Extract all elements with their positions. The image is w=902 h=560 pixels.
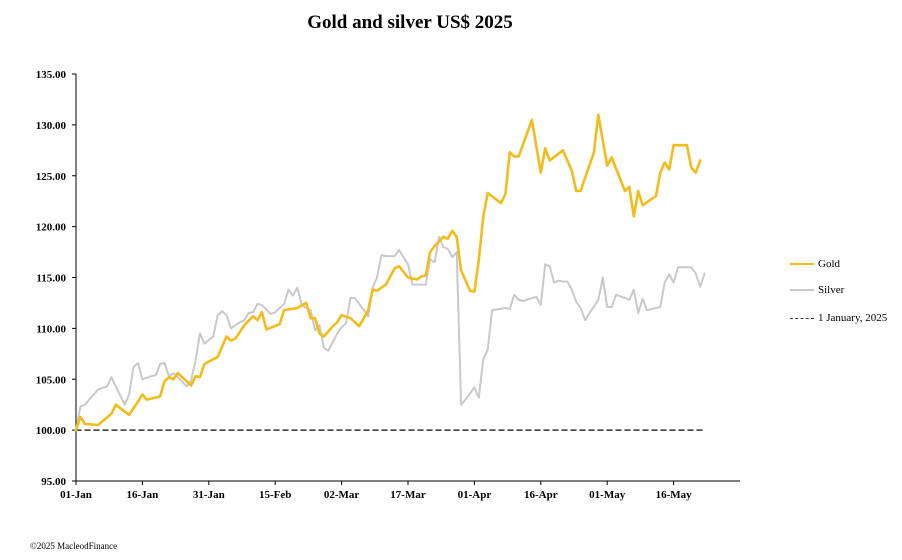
y-tick-label: 130.00 <box>36 120 67 132</box>
x-tick-label: 01-Apr <box>458 489 492 501</box>
series-line-silver <box>75 235 706 432</box>
legend-label-gold: Gold <box>818 258 840 270</box>
y-tick-label: 115.00 <box>36 273 66 285</box>
legend-item-silver: Silver <box>790 283 900 297</box>
x-tick-label: 31-Jan <box>193 489 225 501</box>
legend-label-baseline: 1 January, 2025 <box>818 312 888 324</box>
y-tick-label: 120.00 <box>36 222 67 234</box>
x-tick-label: 16-May <box>656 489 693 501</box>
series-lines <box>74 113 706 432</box>
series-line-gold <box>74 113 702 432</box>
legend-item-gold: Gold <box>790 257 900 271</box>
x-tick-label: 01-Jan <box>60 489 92 501</box>
y-tick-label: 135.00 <box>36 69 67 81</box>
silver-swatch <box>790 289 814 291</box>
y-tick-label: 125.00 <box>36 171 67 183</box>
y-tick-label: 100.00 <box>36 425 67 437</box>
chart-axes <box>72 73 740 485</box>
gold-swatch <box>790 263 814 265</box>
x-tick-label: 16-Apr <box>524 489 558 501</box>
x-tick-label: 01-May <box>589 489 626 501</box>
y-axis-labels: 95.00 100.00 105.00 110.00 115.00 120.00 125.0… <box>36 69 67 488</box>
x-tick-label: 02-Mar <box>324 489 360 501</box>
legend-item-baseline: 1 January, 2025 <box>790 311 900 325</box>
legend-label-silver: Silver <box>818 284 845 296</box>
x-tick-label: 17-Mar <box>390 489 426 501</box>
chart-title: Gold and silver US$ 2025 <box>307 12 513 33</box>
x-tick-label: 15-Feb <box>259 489 291 501</box>
copyright-credit: ©2025 MacleodFinance <box>30 541 118 551</box>
y-tick-label: 110.00 <box>36 323 66 335</box>
y-tick-label: 105.00 <box>36 374 67 386</box>
x-tick-label: 16-Jan <box>127 489 159 501</box>
y-tick-label: 95.00 <box>41 476 66 488</box>
x-axis-labels: 01-Jan 16-Jan 31-Jan 15-Feb 02-Mar 17-Mar 01-A… <box>60 489 692 501</box>
baseline-swatch <box>790 317 814 319</box>
